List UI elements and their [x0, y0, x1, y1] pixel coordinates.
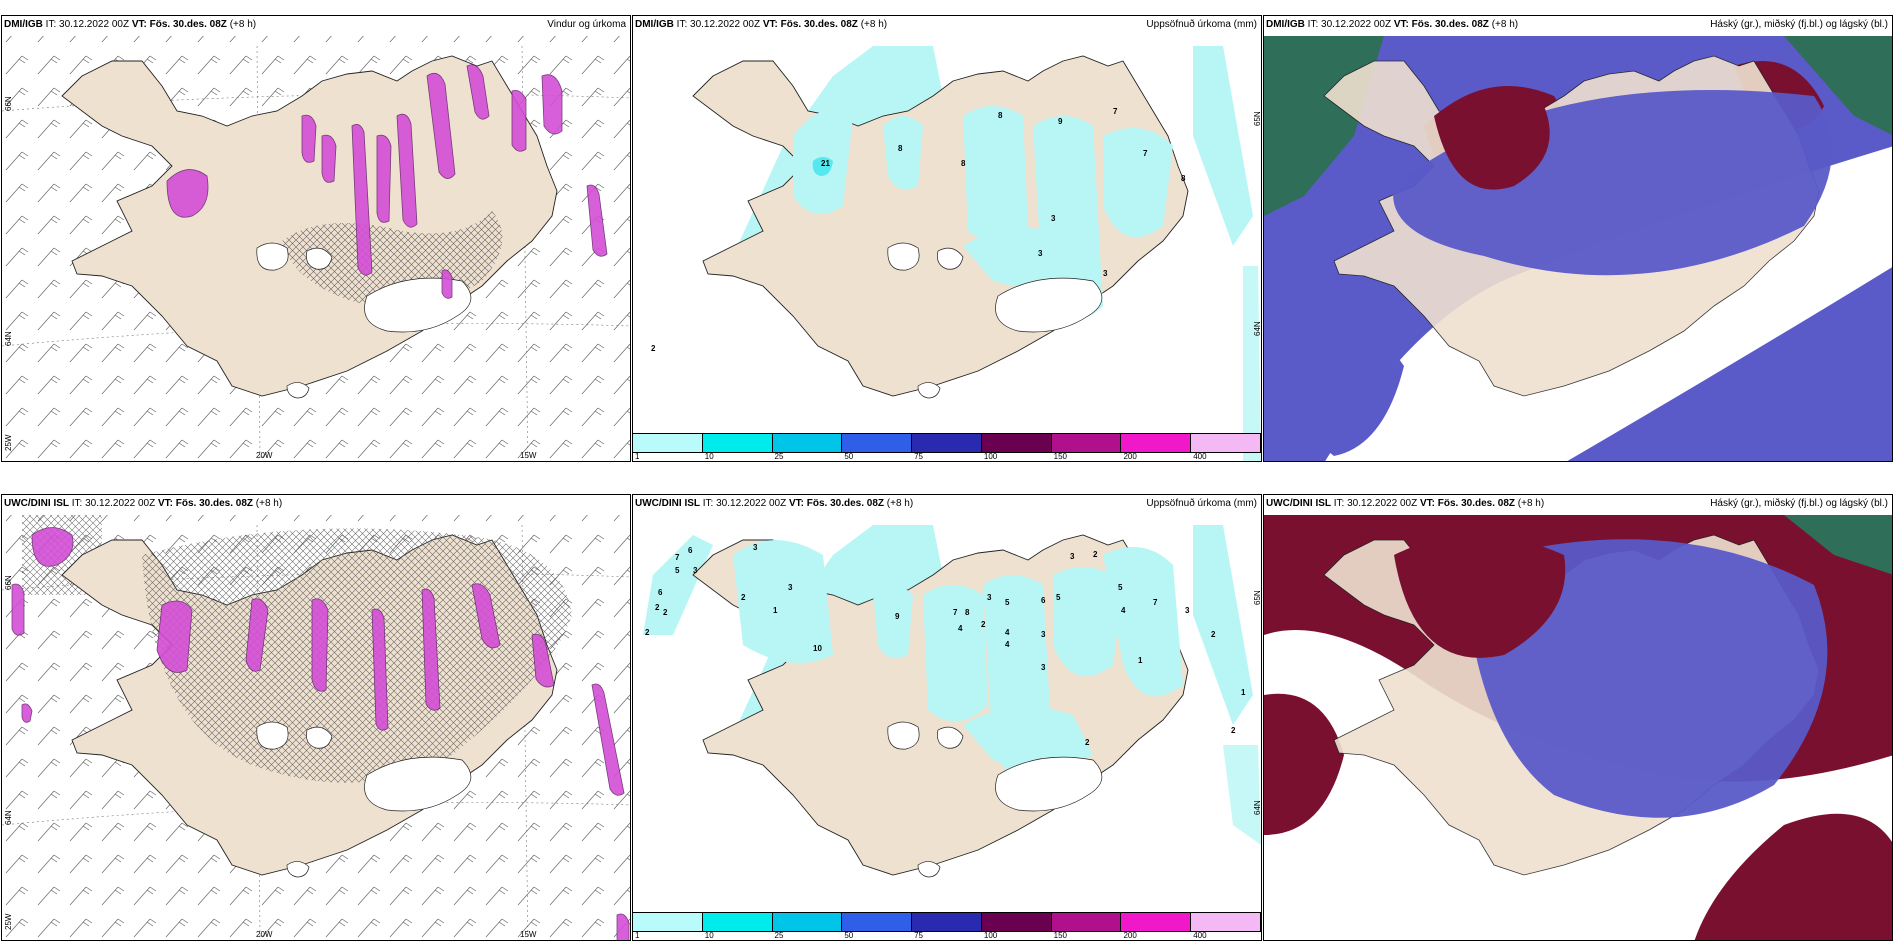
- colorbar-swatch: [633, 913, 703, 931]
- colorbar-ticks: 1 10 25 50 75 100 150 200 400: [633, 452, 1261, 461]
- colorbar-swatch: [842, 913, 913, 931]
- panel-header: UWC/DINI ISL IT: 30.12.2022 00Z VT: Fös.…: [1266, 498, 1545, 509]
- panel-title: Uppsöfnuð úrkoma (mm): [1146, 498, 1257, 509]
- lat-label: 64N: [1253, 321, 1262, 336]
- panel-dmi-cloud: DMI/IGB IT: 30.12.2022 00Z VT: Fös. 30.d…: [1263, 15, 1893, 462]
- lat-label: 65N: [1253, 590, 1262, 605]
- precip-map: [633, 495, 1262, 941]
- colorbar-swatch: [981, 913, 1052, 931]
- colorbar-swatch: [772, 434, 843, 452]
- colorbar-tick: 50: [844, 452, 854, 461]
- colorbar-tick: 400: [1193, 931, 1207, 940]
- colorbar-swatch: [1051, 913, 1122, 931]
- colorbar-tick: 150: [1053, 931, 1068, 940]
- colorbar-tick: 75: [914, 931, 924, 940]
- colorbar-ticks: 1 10 25 50 75 100 150 200 400: [633, 931, 1261, 940]
- colorbar-tick: 10: [704, 931, 714, 940]
- colorbar-swatch: [912, 434, 982, 452]
- colorbar-tick: 1: [635, 931, 640, 940]
- lat-label: 66N: [4, 96, 13, 111]
- lat-label: 64N: [4, 810, 13, 825]
- lat-label: 25W: [4, 913, 13, 930]
- colorbar-tick: 400: [1193, 452, 1207, 461]
- colorbar-swatch: [702, 434, 773, 452]
- panel-header: UWC/DINI ISL IT: 30.12.2022 00Z VT: Fös.…: [4, 498, 283, 509]
- colorbar-swatch: [1191, 913, 1261, 931]
- panel-uwc-cloud: UWC/DINI ISL IT: 30.12.2022 00Z VT: Fös.…: [1263, 494, 1893, 941]
- cloud-map: [1264, 16, 1893, 462]
- colorbar-swatch: [912, 913, 982, 931]
- colorbar-swatch: [1051, 434, 1122, 452]
- colorbar: [633, 912, 1261, 932]
- colorbar-swatch: [981, 434, 1052, 452]
- lon-label: 15W: [520, 451, 537, 460]
- panel-title: Háský (gr.), miðský (fj.bl.) og lágský (…: [1710, 19, 1888, 30]
- lat-label: 25W: [4, 434, 13, 451]
- colorbar-tick: 50: [844, 931, 854, 940]
- colorbar-tick: 150: [1053, 452, 1068, 461]
- colorbar: [633, 433, 1261, 453]
- lat-label: 64N: [4, 331, 13, 346]
- panel-header: DMI/IGB IT: 30.12.2022 00Z VT: Fös. 30.d…: [4, 19, 257, 30]
- panel-header: DMI/IGB IT: 30.12.2022 00Z VT: Fös. 30.d…: [635, 19, 888, 30]
- colorbar-swatch: [702, 913, 773, 931]
- colorbar-tick: 1: [635, 452, 640, 461]
- colorbar-tick: 100: [983, 931, 998, 940]
- panel-title: Vindur og úrkoma: [547, 19, 626, 30]
- panel-header: UWC/DINI ISL IT: 30.12.2022 00Z VT: Fös.…: [635, 498, 914, 509]
- colorbar-swatch: [1191, 434, 1261, 452]
- lat-label: 65N: [1253, 111, 1262, 126]
- lon-label: 20W: [256, 930, 273, 939]
- wind-map: [2, 495, 631, 941]
- colorbar-tick: 25: [774, 452, 784, 461]
- colorbar-tick: 25: [774, 931, 784, 940]
- panel-uwc-precip: UWC/DINI ISL IT: 30.12.2022 00Z VT: Fös.…: [632, 494, 1262, 941]
- cloud-map: [1264, 495, 1893, 941]
- panel-title: Háský (gr.), miðský (fj.bl.) og lágský (…: [1710, 498, 1888, 509]
- colorbar-tick: 200: [1123, 452, 1137, 461]
- lat-label: 64N: [1253, 800, 1262, 815]
- colorbar-tick: 200: [1123, 931, 1137, 940]
- panel-uwc-wind: UWC/DINI ISL IT: 30.12.2022 00Z VT: Fös.…: [1, 494, 631, 941]
- colorbar-tick: 100: [983, 452, 998, 461]
- precip-map: [633, 16, 1262, 462]
- colorbar-swatch: [1121, 913, 1192, 931]
- panel-title: Uppsöfnuð úrkoma (mm): [1146, 19, 1257, 30]
- lat-label: 66N: [4, 575, 13, 590]
- wind-map: [2, 16, 631, 462]
- panel-dmi-wind: DMI/IGB IT: 30.12.2022 00Z VT: Fös. 30.d…: [1, 15, 631, 462]
- colorbar-tick: 10: [704, 452, 714, 461]
- colorbar-swatch: [772, 913, 843, 931]
- lon-label: 15W: [520, 930, 537, 939]
- colorbar-tick: 75: [914, 452, 924, 461]
- colorbar-swatch: [842, 434, 913, 452]
- panel-header: DMI/IGB IT: 30.12.2022 00Z VT: Fös. 30.d…: [1266, 19, 1519, 30]
- colorbar-swatch: [1121, 434, 1192, 452]
- colorbar-swatch: [633, 434, 703, 452]
- panel-dmi-precip: DMI/IGB IT: 30.12.2022 00Z VT: Fös. 30.d…: [632, 15, 1262, 462]
- lon-label: 20W: [256, 451, 273, 460]
